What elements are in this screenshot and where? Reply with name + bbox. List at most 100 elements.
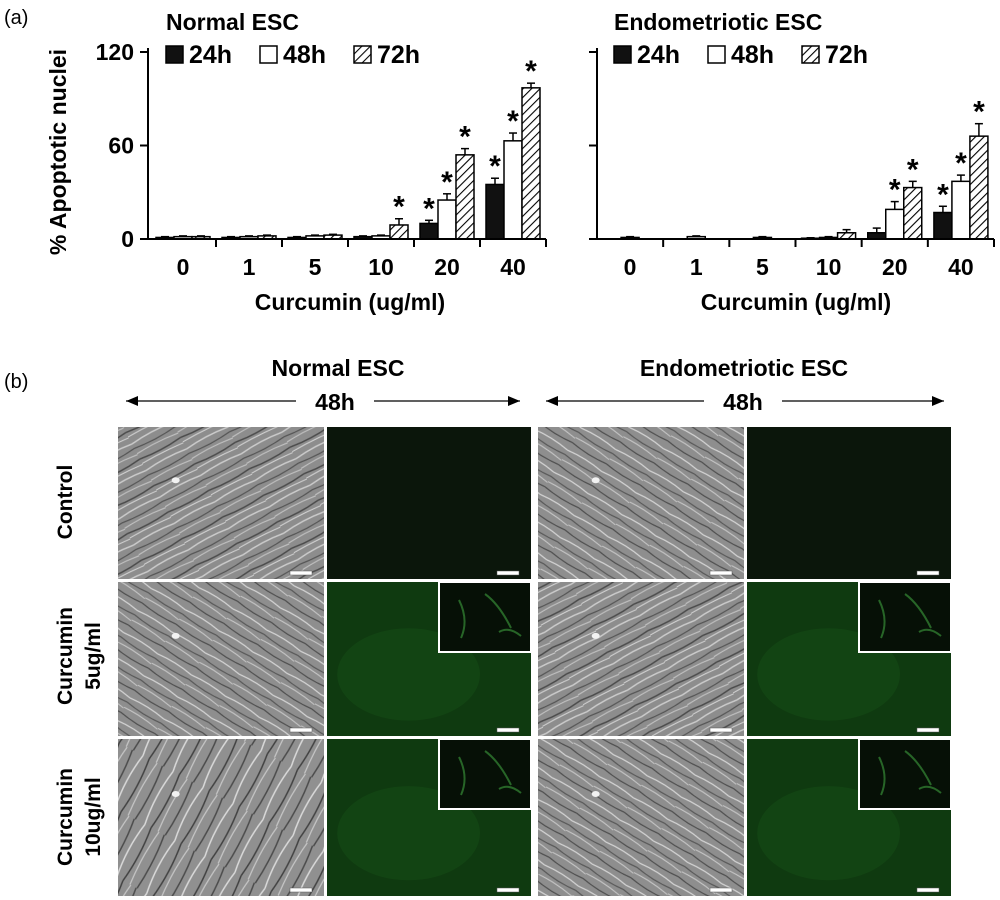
legend-swatch-48h (707, 45, 726, 64)
phase-contrast-image (538, 582, 744, 736)
image-tone (538, 739, 744, 896)
micrograph-grid (118, 427, 952, 896)
x-tick-label: 0 (177, 254, 190, 280)
bars: * ****** (155, 55, 541, 240)
bar-72h (389, 224, 409, 240)
inset-signal (878, 750, 942, 796)
x-axis-label: Curcumin (ug/ml) (701, 289, 891, 315)
cell-highlight (171, 790, 180, 797)
bar-48h (885, 208, 905, 240)
arrow-head-left (126, 396, 138, 406)
x-tick-label: 10 (816, 254, 842, 280)
x-tick-label: 5 (756, 254, 769, 280)
micrograph-phase-contrast (538, 739, 744, 896)
panel-a-label: (a) (4, 7, 28, 29)
bar-48h (503, 140, 523, 240)
chart-title: Normal ESC (166, 9, 299, 35)
cell-highlight (591, 477, 600, 484)
micrograph-fluorescence (747, 581, 952, 736)
cell-highlight (171, 477, 180, 484)
x-tick-labels: 0 1 5 10 20 40 (624, 239, 995, 280)
x-tick-labels: 0 1 5 10 20 40 (177, 239, 547, 280)
scale-bar (916, 570, 940, 576)
x-tick-label: 40 (500, 254, 526, 280)
zoom-inset (858, 738, 952, 810)
bar-24h (933, 211, 953, 240)
legend-label-24h: 24h (189, 41, 232, 69)
micrograph-phase-contrast (538, 582, 744, 736)
phase-contrast-image (538, 427, 744, 579)
significance-star: * (441, 166, 453, 199)
time-label-normal: 48h (315, 389, 355, 415)
scale-bar (916, 727, 940, 733)
bar-72h (903, 186, 923, 240)
time-label-endometriotic: 48h (723, 389, 763, 415)
y-axis-label: % Apoptotic nuclei (45, 49, 71, 255)
phase-contrast-image (118, 739, 324, 896)
x-tick-label: 40 (948, 254, 974, 280)
row-label-curcumin-5-line2: 5ug/ml (82, 622, 105, 690)
bar-72h (455, 154, 475, 240)
micrograph-fluorescence (327, 738, 532, 896)
significance-star: * (459, 121, 471, 154)
scale-bar (289, 727, 313, 733)
significance-star: * (525, 55, 537, 88)
legend: 24h 48h 72h (613, 41, 868, 69)
y-tick-labels: 0 60 120 (96, 39, 148, 252)
arrow-head-right (932, 396, 944, 406)
scale-bar (916, 887, 940, 893)
image-tone (538, 427, 744, 579)
group-title-endometriotic: Endometriotic ESC (640, 355, 848, 381)
legend-swatch-72h (353, 45, 372, 64)
x-axis-label: Curcumin (ug/ml) (255, 289, 445, 315)
legend-swatch-24h (165, 45, 184, 64)
micrograph-phase-contrast (538, 427, 744, 579)
row-label-curcumin-10-line2: 10ug/ml (82, 777, 105, 856)
phase-contrast-image (118, 582, 324, 736)
significance-star: * (937, 178, 949, 211)
bar-24h (485, 183, 505, 240)
row-label-control: Control (54, 465, 77, 540)
scale-bar (496, 887, 520, 893)
micrograph-fluorescence (327, 427, 531, 579)
micrograph-phase-contrast (118, 582, 324, 736)
y-tick-label: 120 (96, 39, 134, 65)
bar-72h (969, 135, 989, 240)
axes (596, 48, 994, 240)
cell-highlight (171, 632, 180, 639)
bar-48h (951, 180, 971, 240)
significance-star: * (507, 105, 519, 138)
significance-star: * (393, 191, 405, 224)
legend-label-24h: 24h (637, 41, 680, 69)
chart-normal-esc: Normal ESC % Apoptotic nuclei Curcumin (… (45, 9, 547, 315)
legend-swatch-72h (801, 45, 820, 64)
significance-star: * (973, 96, 985, 129)
significance-star: * (423, 192, 435, 225)
significance-star: * (907, 153, 919, 186)
chart-endometriotic-esc: Endometriotic ESC Curcumin (ug/ml) 0 1 5 10… (589, 9, 995, 315)
scale-bar (709, 887, 733, 893)
row-labels: Control Curcumin 5ug/ml Curcumin 10ug/ml (54, 465, 105, 866)
micrograph-headers: Normal ESC Endometriotic ESC 48h 48h (126, 355, 944, 415)
y-tick-label: 60 (108, 133, 134, 159)
fluorescence-image (747, 427, 951, 579)
bar-48h (437, 199, 457, 240)
bar-24h (419, 222, 439, 240)
image-tone (118, 582, 324, 736)
fluorescence-image (327, 427, 531, 579)
zoom-inset (438, 738, 532, 810)
arrow-head-left (546, 396, 558, 406)
micrograph-phase-contrast (118, 427, 324, 579)
inset-signal (458, 593, 522, 639)
scale-bar (709, 570, 733, 576)
group-title-normal: Normal ESC (272, 355, 405, 381)
legend-label-72h: 72h (377, 41, 420, 69)
scale-bar (496, 727, 520, 733)
row-label-curcumin-10-line1: Curcumin (54, 768, 77, 866)
micrograph-fluorescence (327, 581, 532, 736)
phase-contrast-image (538, 739, 744, 896)
phase-contrast-image (118, 427, 324, 579)
y-tick-labels (589, 51, 597, 240)
arrow-head-right (508, 396, 520, 406)
significance-star: * (889, 174, 901, 207)
